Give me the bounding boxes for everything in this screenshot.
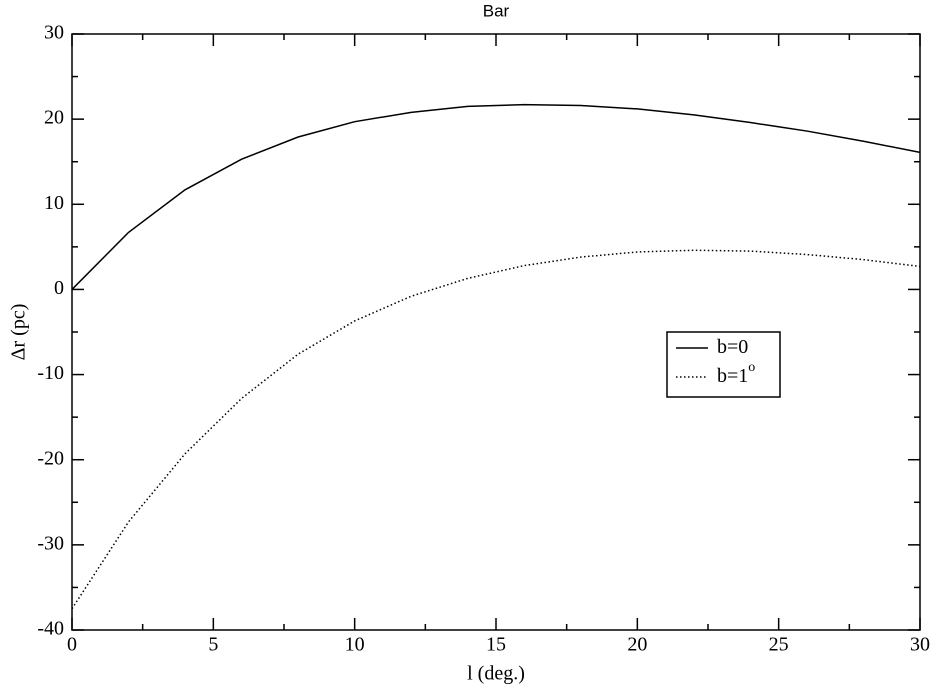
x-tick-label: 0 [67, 634, 77, 656]
y-axis-label: Δr (pc) [8, 304, 30, 361]
x-tick-label: 10 [345, 634, 365, 656]
x-tick-label: 25 [769, 634, 789, 656]
legend-label-superscript: o [748, 360, 755, 375]
plot-frame [71, 33, 921, 631]
legend-label-text: b=0 [717, 336, 748, 358]
legend-label-text: b=1 [717, 365, 748, 387]
y-tick-label: 10 [44, 192, 64, 214]
data-line [71, 249, 921, 610]
y-tick-label: 0 [54, 277, 64, 299]
x-tick-label: 5 [208, 634, 218, 656]
legend-label: b=0 [717, 336, 748, 358]
x-tick-label: 30 [910, 634, 930, 656]
x-axis-label: l (deg.) [467, 663, 525, 685]
data-line [71, 103, 921, 290]
y-tick-label: -20 [37, 447, 64, 469]
y-tick-label: 20 [44, 107, 64, 129]
x-tick-label: 20 [627, 634, 647, 656]
x-tick-label: 15 [486, 634, 506, 656]
legend-box [666, 331, 781, 398]
chart-title: Bar [483, 1, 510, 20]
y-tick-label: -40 [37, 618, 64, 640]
legend-label: b=1o [717, 360, 755, 386]
y-tick-label: -30 [37, 532, 64, 554]
y-tick-label: 30 [44, 22, 64, 44]
y-tick-label: -10 [37, 362, 64, 384]
